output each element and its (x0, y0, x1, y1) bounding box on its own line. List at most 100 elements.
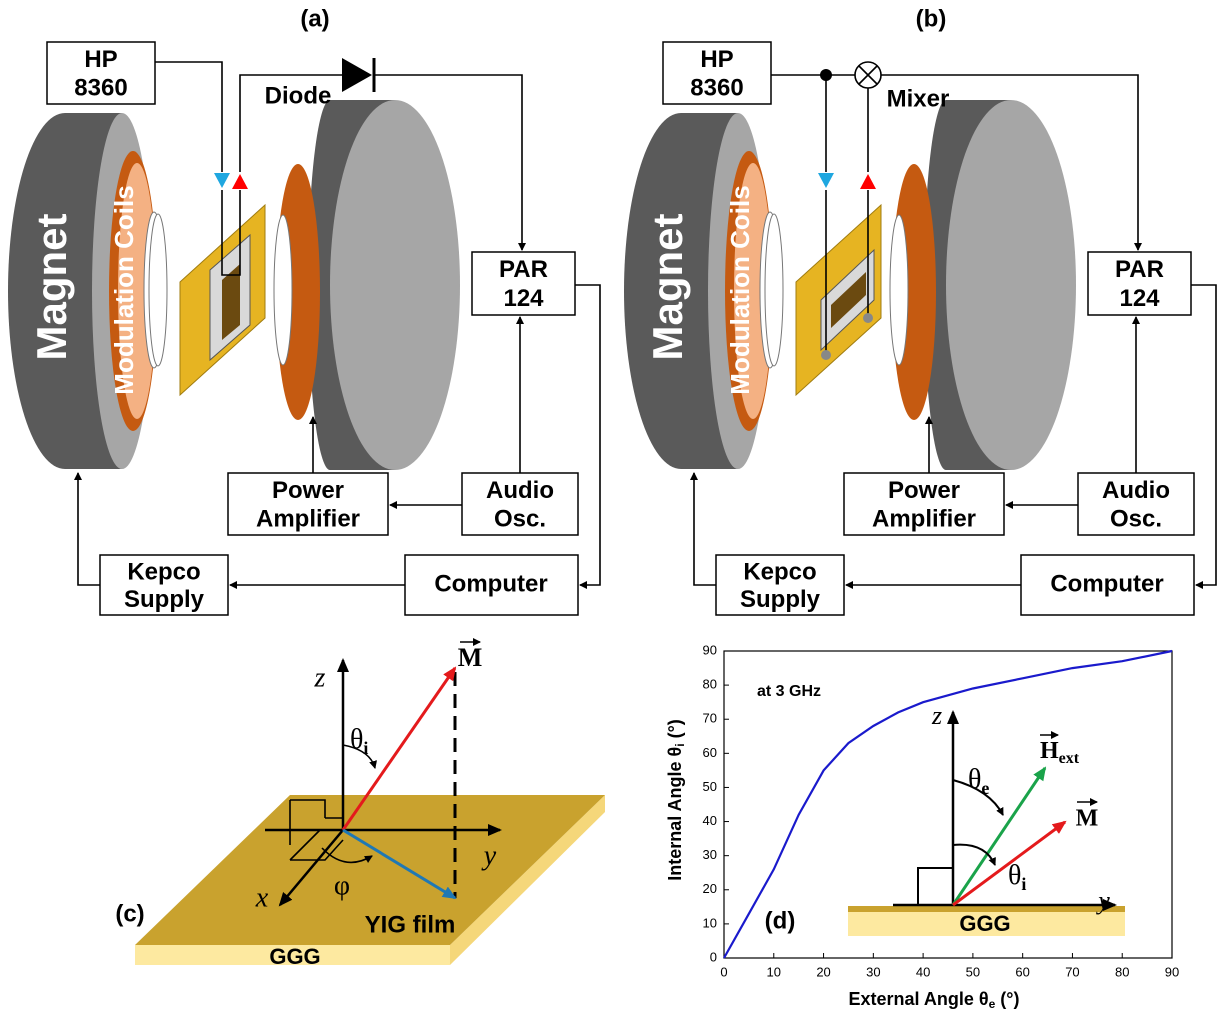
x-axis-label: External Angle θe (°) (849, 989, 1020, 1011)
symbol: θ (968, 764, 981, 795)
contact (821, 350, 831, 360)
label: M (1076, 806, 1099, 832)
y-tick-label: 30 (703, 847, 717, 862)
label: x (255, 882, 269, 913)
label: Mixer (887, 85, 950, 112)
magnet-face (330, 100, 460, 470)
wire (1191, 285, 1216, 585)
y-tick-label: 90 (703, 642, 717, 657)
label: Power (888, 477, 960, 504)
label: 124 (503, 285, 544, 312)
label: GGG (269, 944, 320, 969)
label: HP (84, 46, 117, 73)
label: Kepco (127, 558, 200, 585)
label: Computer (434, 570, 547, 597)
theta-label: θi (1008, 860, 1026, 894)
subscript: i (1021, 874, 1026, 894)
label: Amplifier (872, 505, 976, 532)
label: φ (334, 870, 350, 901)
wire (918, 868, 953, 905)
pole (890, 215, 908, 365)
wire (953, 845, 995, 865)
contact (863, 313, 873, 323)
label: PAR (499, 256, 548, 283)
x-tick-label: 50 (966, 964, 980, 979)
label: (b) (916, 5, 947, 32)
figure: (a)MagnetModulation CoilsHP8360PAR124Pow… (0, 0, 1219, 1012)
label: Kepco (743, 558, 816, 585)
theta-label: θi (350, 724, 368, 758)
subscript: e (981, 778, 989, 798)
x-tick-label: 70 (1065, 964, 1079, 979)
y-tick-label: 40 (703, 813, 717, 828)
label: 8360 (690, 74, 743, 101)
y-tick-label: 80 (703, 677, 717, 692)
label: Amplifier (256, 505, 360, 532)
label: Supply (740, 586, 821, 613)
x-tick-label: 90 (1165, 964, 1179, 979)
y-tick-label: 50 (703, 779, 717, 794)
label: HP (700, 46, 733, 73)
label: (d) (765, 907, 796, 934)
x-tick-label: 10 (767, 964, 781, 979)
label: Supply (124, 586, 205, 613)
theta-label: θe (968, 764, 989, 798)
wire (575, 285, 600, 585)
port (860, 174, 876, 189)
label: Audio (1102, 477, 1170, 504)
wire (155, 62, 222, 172)
label: (c) (115, 900, 144, 927)
label: z (931, 701, 942, 730)
symbol: H (1040, 738, 1059, 764)
label: Diode (265, 82, 332, 109)
wire (78, 473, 100, 585)
y-tick-label: 20 (703, 881, 717, 896)
x-tick-label: 40 (916, 964, 930, 979)
port (214, 173, 230, 188)
symbol: θ (1008, 860, 1021, 891)
x-tick-label: 30 (866, 964, 880, 979)
annotation: at 3 GHz (757, 683, 821, 700)
label: Power (272, 477, 344, 504)
label: PAR (1115, 256, 1164, 283)
subscript: ext (1059, 750, 1080, 767)
y-tick-label: 0 (710, 949, 717, 964)
symbol: θ (350, 724, 363, 755)
label: Modulation Coils (109, 185, 139, 394)
wire (953, 768, 1045, 905)
port (818, 173, 834, 188)
text: (°) (995, 989, 1019, 1009)
y-tick-label: 10 (703, 915, 717, 930)
label: Audio (486, 477, 554, 504)
magnet-face (946, 100, 1076, 470)
label: Magnet (28, 213, 75, 360)
x-tick-label: 80 (1115, 964, 1129, 979)
text: Internal Angle θ (665, 747, 685, 881)
label: 8360 (74, 74, 127, 101)
label: GGG (959, 911, 1010, 936)
pole (149, 214, 167, 366)
label: Osc. (1110, 505, 1162, 532)
label: YIG film (365, 911, 456, 938)
x-tick-label: 0 (720, 964, 727, 979)
text: External Angle θ (849, 989, 989, 1009)
pole (765, 214, 783, 366)
label: 124 (1119, 285, 1160, 312)
y-tick-label: 60 (703, 745, 717, 760)
label: Osc. (494, 505, 546, 532)
x-tick-label: 60 (1015, 964, 1029, 979)
text: (°) (665, 719, 685, 743)
label: z (314, 662, 326, 693)
y-tick-label: 70 (703, 711, 717, 726)
label: Magnet (644, 213, 691, 360)
x-tick-label: 20 (816, 964, 830, 979)
wire (694, 473, 716, 585)
label: y (481, 840, 497, 871)
label: Computer (1050, 570, 1163, 597)
label: (a) (300, 5, 329, 32)
y-axis-label: Internal Angle θi (°) (665, 719, 687, 881)
pole (274, 215, 292, 365)
port (232, 174, 248, 189)
label: y (1095, 886, 1110, 915)
field-label: Hext (1040, 738, 1080, 767)
